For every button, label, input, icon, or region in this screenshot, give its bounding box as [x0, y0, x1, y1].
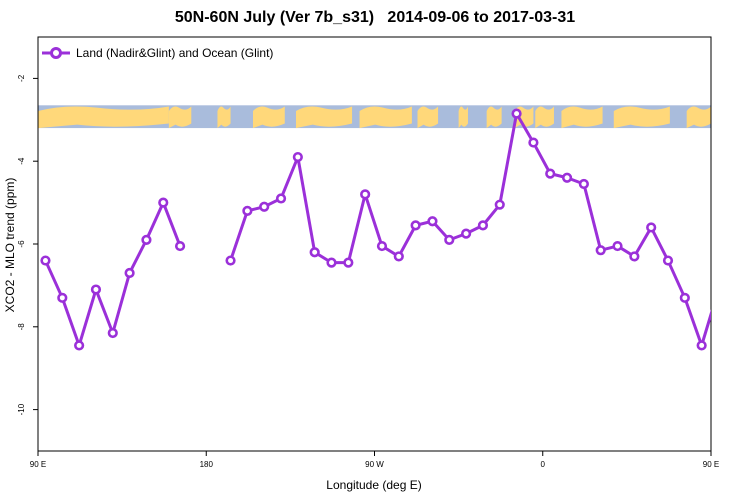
world-map-strip — [38, 105, 711, 129]
data-point — [275, 193, 287, 204]
land-mass — [686, 106, 711, 129]
data-point — [107, 327, 118, 339]
data-point — [376, 240, 388, 252]
series-layer — [40, 108, 740, 351]
x-tick-label: 180 — [200, 460, 214, 469]
data-point — [646, 222, 657, 233]
data-point — [259, 201, 270, 212]
data-point — [410, 220, 421, 231]
x-axis-label: Longitude (deg E) — [326, 478, 421, 492]
data-point — [124, 267, 135, 279]
data-point — [174, 240, 186, 252]
data-point — [612, 240, 623, 252]
data-point — [225, 255, 236, 266]
x-tick-label: 90 E — [30, 460, 46, 469]
y-tick-label: -6 — [17, 240, 26, 248]
x-tick-label: 90 W — [365, 460, 384, 469]
data-point — [578, 178, 589, 190]
y-tick-label: -4 — [17, 157, 26, 165]
land-mass — [458, 106, 468, 129]
series-line — [44, 201, 182, 347]
data-point — [715, 286, 723, 294]
data-point — [57, 292, 68, 303]
data-point — [343, 257, 354, 268]
data-point — [511, 108, 522, 119]
x-axis: 90 E 180 90 W 0 90 E — [30, 451, 719, 469]
data-point — [40, 255, 51, 266]
data-point — [74, 340, 85, 351]
land-mass — [252, 106, 285, 129]
data-point — [477, 220, 489, 231]
data-point — [732, 329, 740, 337]
data-point — [494, 199, 505, 210]
data-point — [360, 189, 371, 200]
legend-label: Land (Nadir&Glint) and Ocean (Glint) — [76, 46, 273, 60]
x-tick-label: 0 — [541, 460, 546, 469]
y-axis: -2 -4 -6 -8 -10 — [17, 74, 38, 415]
legend: Land (Nadir&Glint) and Ocean (Glint) — [42, 46, 273, 60]
land-mass — [535, 106, 554, 129]
data-point — [393, 251, 404, 262]
data-point — [545, 168, 556, 179]
data-point — [629, 251, 640, 262]
data-point — [662, 255, 674, 266]
y-tick-label: -8 — [17, 323, 26, 331]
data-point — [158, 197, 169, 208]
x-tick-label: 90 E — [703, 460, 719, 469]
data-point — [595, 245, 606, 256]
land-mass — [561, 106, 603, 129]
data-point — [444, 234, 455, 245]
y-tick-label: -2 — [17, 74, 26, 82]
data-point — [309, 247, 320, 258]
legend-marker-swatch — [50, 47, 62, 59]
land-mass — [217, 106, 231, 129]
data-point — [427, 216, 438, 227]
y-axis-label: XCO2 - MLO trend (ppm) — [3, 178, 17, 313]
series-line — [229, 112, 711, 347]
chart-title: 50N-60N July (Ver 7b_s31) 2014-09-06 to … — [174, 9, 576, 26]
data-point — [242, 205, 253, 216]
data-point — [292, 151, 303, 163]
data-point — [696, 340, 707, 351]
data-point — [679, 292, 690, 303]
land-mass — [359, 106, 412, 129]
land-mass — [38, 106, 169, 129]
land-mass — [613, 106, 670, 129]
plot-frame — [37, 36, 712, 452]
data-point — [561, 172, 573, 183]
data-point — [90, 284, 102, 295]
land-mass — [168, 106, 192, 129]
land-mass — [486, 106, 502, 129]
data-point — [326, 257, 337, 268]
y-tick-label: -10 — [17, 403, 26, 415]
data-point — [141, 234, 152, 245]
data-point — [461, 228, 472, 239]
land-mass — [417, 106, 439, 129]
data-point — [528, 137, 539, 148]
land-mass — [295, 106, 353, 129]
